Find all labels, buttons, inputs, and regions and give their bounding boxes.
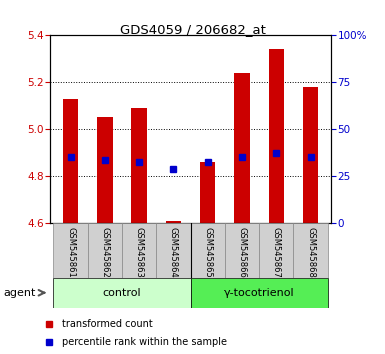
Bar [63, 99, 78, 223]
FancyBboxPatch shape [122, 223, 156, 278]
FancyBboxPatch shape [225, 223, 259, 278]
FancyBboxPatch shape [259, 223, 293, 278]
Text: GSM545863: GSM545863 [135, 227, 144, 278]
Text: GSM545861: GSM545861 [66, 227, 75, 278]
FancyBboxPatch shape [54, 223, 88, 278]
FancyBboxPatch shape [54, 278, 191, 308]
FancyBboxPatch shape [156, 223, 191, 278]
Bar [166, 221, 181, 223]
FancyBboxPatch shape [88, 223, 122, 278]
FancyBboxPatch shape [191, 223, 225, 278]
Text: percentile rank within the sample: percentile rank within the sample [62, 337, 227, 347]
Text: GSM545866: GSM545866 [238, 227, 246, 278]
Text: GSM545867: GSM545867 [272, 227, 281, 278]
Bar [234, 73, 250, 223]
Text: GSM545862: GSM545862 [100, 227, 109, 278]
Text: GSM545865: GSM545865 [203, 227, 212, 278]
Text: γ-tocotrienol: γ-tocotrienol [224, 288, 295, 298]
Text: GSM545864: GSM545864 [169, 227, 178, 278]
Bar [131, 108, 147, 223]
Bar [303, 87, 318, 223]
Text: GDS4059 / 206682_at: GDS4059 / 206682_at [120, 23, 265, 36]
Bar [200, 162, 216, 223]
Text: GSM545868: GSM545868 [306, 227, 315, 278]
Text: transformed count: transformed count [62, 319, 153, 329]
Bar [97, 118, 112, 223]
Text: control: control [103, 288, 141, 298]
Text: agent: agent [4, 288, 36, 298]
FancyBboxPatch shape [293, 223, 328, 278]
FancyBboxPatch shape [191, 278, 328, 308]
Bar [269, 50, 284, 223]
